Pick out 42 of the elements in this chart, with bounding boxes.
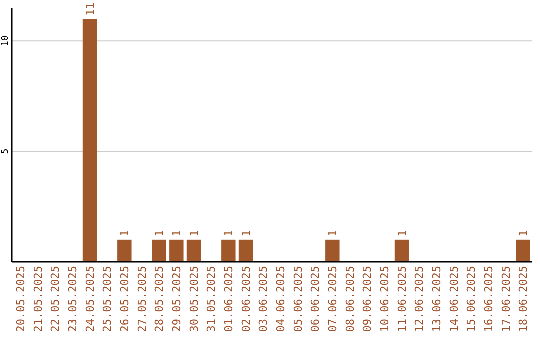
x-tick-label: 10.06.2025 [378, 266, 392, 332]
x-tick-label: 11.06.2025 [396, 266, 409, 332]
y-tick-label: 5 [1, 148, 11, 154]
x-tick-label: 24.05.2025 [84, 266, 97, 332]
x-tick-label: 13.06.2025 [430, 266, 444, 332]
x-tick-label: 31.05.2025 [205, 266, 218, 332]
data-label: 1 [153, 230, 166, 237]
data-label: 1 [118, 230, 132, 237]
data-label: 11 [84, 2, 97, 16]
x-tick-label: 17.06.2025 [500, 266, 513, 332]
x-tick-label: 07.06.2025 [326, 266, 340, 332]
x-tick-label: 25.05.2025 [101, 266, 114, 332]
data-label: 1 [188, 230, 201, 237]
x-tick-label: 26.05.2025 [118, 266, 132, 332]
y-tick-label: 10 [1, 36, 11, 47]
data-label: 1 [326, 230, 340, 237]
x-tick-label: 01.06.2025 [222, 266, 236, 332]
x-tick-label: 12.06.2025 [413, 266, 426, 332]
x-tick-label: 18.06.2025 [517, 266, 530, 332]
x-tick-label: 28.05.2025 [153, 266, 166, 332]
x-tick-label: 20.05.2025 [14, 266, 28, 332]
data-label: 1 [240, 230, 253, 237]
x-tick-label: 27.05.2025 [136, 266, 149, 332]
x-tick-label: 08.06.2025 [344, 266, 357, 332]
x-tick-label: 15.06.2025 [465, 266, 478, 332]
data-label: 1 [396, 230, 409, 237]
x-tick-label: 06.06.2025 [309, 266, 322, 332]
x-tick-label: 03.06.2025 [257, 266, 270, 332]
x-tick-label: 30.05.2025 [188, 266, 201, 332]
data-label: 1 [170, 230, 184, 237]
x-tick-label: 23.05.2025 [66, 266, 80, 332]
x-tick-label: 02.06.2025 [240, 266, 253, 332]
x-tick-label: 21.05.2025 [32, 266, 45, 332]
x-tick-label: 14.06.2025 [448, 266, 461, 332]
x-tick-label: 22.05.2025 [49, 266, 62, 332]
x-tick-label: 09.06.2025 [361, 266, 374, 332]
data-label: 1 [222, 230, 236, 237]
x-tick-label: 29.05.2025 [170, 266, 184, 332]
data-label: 1 [517, 230, 530, 237]
x-tick-label: 04.06.2025 [274, 266, 288, 332]
x-tick-label: 05.06.2025 [292, 266, 305, 332]
x-tick-label: 16.06.2025 [482, 266, 496, 332]
